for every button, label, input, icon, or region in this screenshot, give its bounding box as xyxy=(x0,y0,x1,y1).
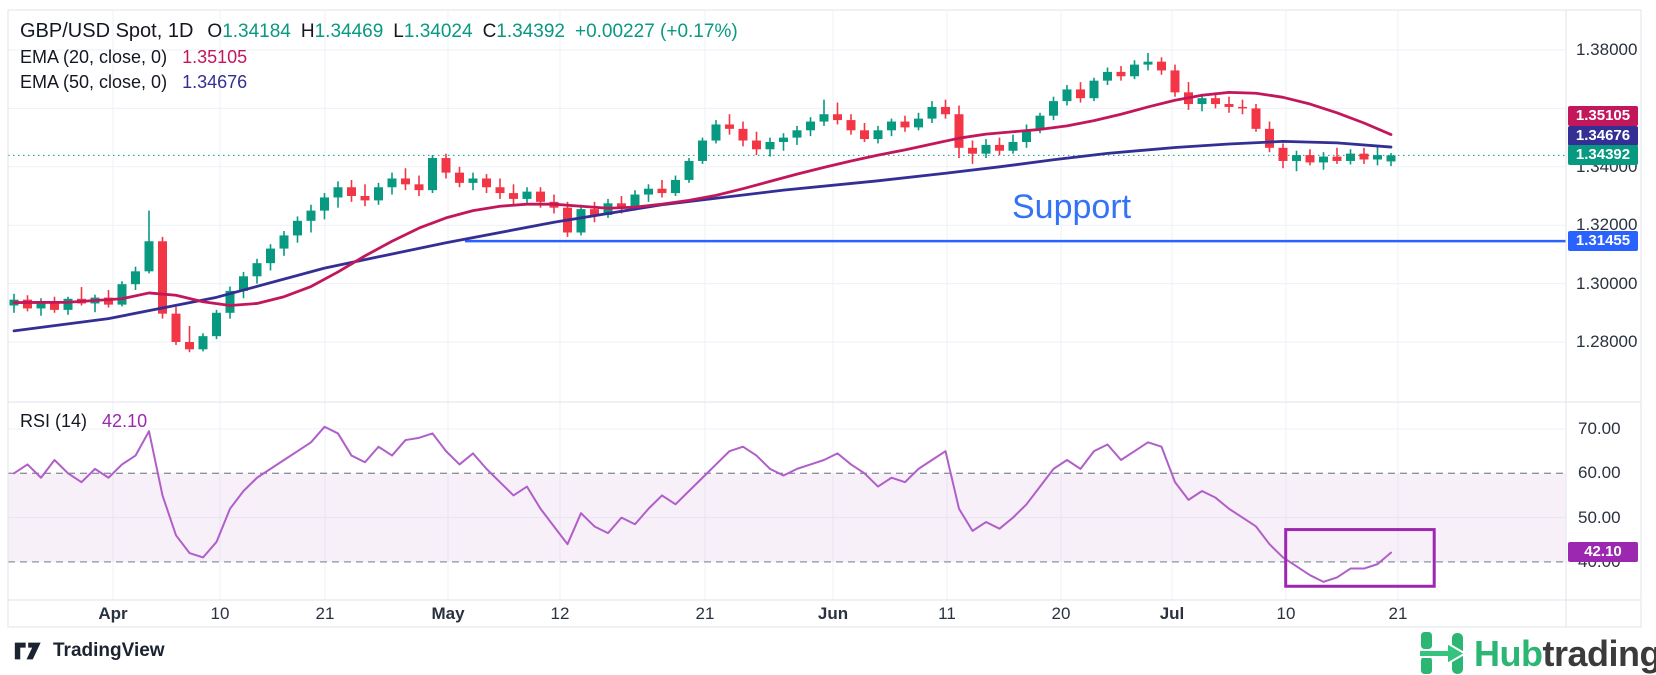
rsi-legend[interactable]: RSI (14) 42.10 xyxy=(20,411,147,432)
price-axis-label: 1.32000 xyxy=(1576,215,1638,235)
ohlc-open: O1.34184 xyxy=(207,21,291,42)
rsi-value: 42.10 xyxy=(102,411,148,431)
ema50-legend[interactable]: EMA (50, close, 0) 1.34676 xyxy=(20,72,738,93)
time-axis-label-20[interactable]: 20 xyxy=(1051,604,1071,623)
price-badge-1.34392: 1.34392 xyxy=(1568,145,1638,165)
ohlc-low: L1.34024 xyxy=(393,21,473,42)
time-axis-label-21[interactable]: 21 xyxy=(695,604,715,623)
rsi-label: RSI (14) xyxy=(20,411,88,431)
price-badge-1.34676: 1.34676 xyxy=(1568,126,1638,146)
time-axis-label-apr[interactable]: Apr xyxy=(98,604,128,623)
rsi-axis-label: 60.00 xyxy=(1578,463,1621,483)
change-value: +0.00227 (+0.17%) xyxy=(574,21,738,42)
time-axis-label-21[interactable]: 21 xyxy=(1388,604,1408,623)
tradingview-icon xyxy=(14,642,41,660)
price-badge-1.35105: 1.35105 xyxy=(1568,106,1638,126)
tradingview-text: TradingView xyxy=(53,640,165,661)
hubtrading-icon xyxy=(1419,632,1467,674)
price-badge-1.31455: 1.31455 xyxy=(1568,231,1638,251)
ohlc-close: C1.34392 xyxy=(482,21,565,42)
time-axis-label-21[interactable]: 21 xyxy=(315,604,335,623)
tradingview-attribution[interactable]: TradingView xyxy=(14,640,165,662)
symbol-row[interactable]: GBP/USD Spot, 1D O1.34184 H1.34469 L1.34024… xyxy=(20,20,738,43)
time-axis-label-may[interactable]: May xyxy=(431,604,465,623)
price-axis-label: 1.38000 xyxy=(1576,40,1638,59)
ema20-label: EMA (20, close, 0) xyxy=(20,47,168,67)
rsi-axis-label: 50.00 xyxy=(1578,507,1621,527)
symbol-title[interactable]: GBP/USD Spot, 1D xyxy=(20,20,194,42)
ema20-legend[interactable]: EMA (20, close, 0) 1.35105 xyxy=(20,47,738,68)
hubtrading-logo: Hubtrading xyxy=(1419,632,1656,675)
price-axis-label: 1.28000 xyxy=(1576,332,1638,351)
ema20-value: 1.35105 xyxy=(182,47,248,67)
symbol-legend: GBP/USD Spot, 1D O1.34184 H1.34469 L1.34024… xyxy=(20,20,738,93)
hubtrading-wordmark: Hubtrading xyxy=(1474,632,1656,674)
price-axis-label: 1.30000 xyxy=(1576,273,1638,293)
ema50-value: 1.34676 xyxy=(182,72,248,92)
time-axis-label-11[interactable]: 11 xyxy=(938,604,956,623)
time-axis-label-12[interactable]: 12 xyxy=(550,604,570,623)
ema50-label: EMA (50, close, 0) xyxy=(20,72,168,92)
time-axis-label-jun[interactable]: Jun xyxy=(817,604,849,623)
time-axis-label-10[interactable]: 10 xyxy=(210,604,230,623)
support-annotation[interactable]: Support xyxy=(1012,188,1132,226)
time-axis-label-10[interactable]: 10 xyxy=(1276,604,1296,623)
ohlc-high: H1.34469 xyxy=(300,21,384,42)
rsi-badge: 42.10 xyxy=(1568,542,1638,562)
time-axis-label-jul[interactable]: Jul xyxy=(1159,604,1185,623)
rsi-axis-label: 70.00 xyxy=(1578,419,1621,438)
